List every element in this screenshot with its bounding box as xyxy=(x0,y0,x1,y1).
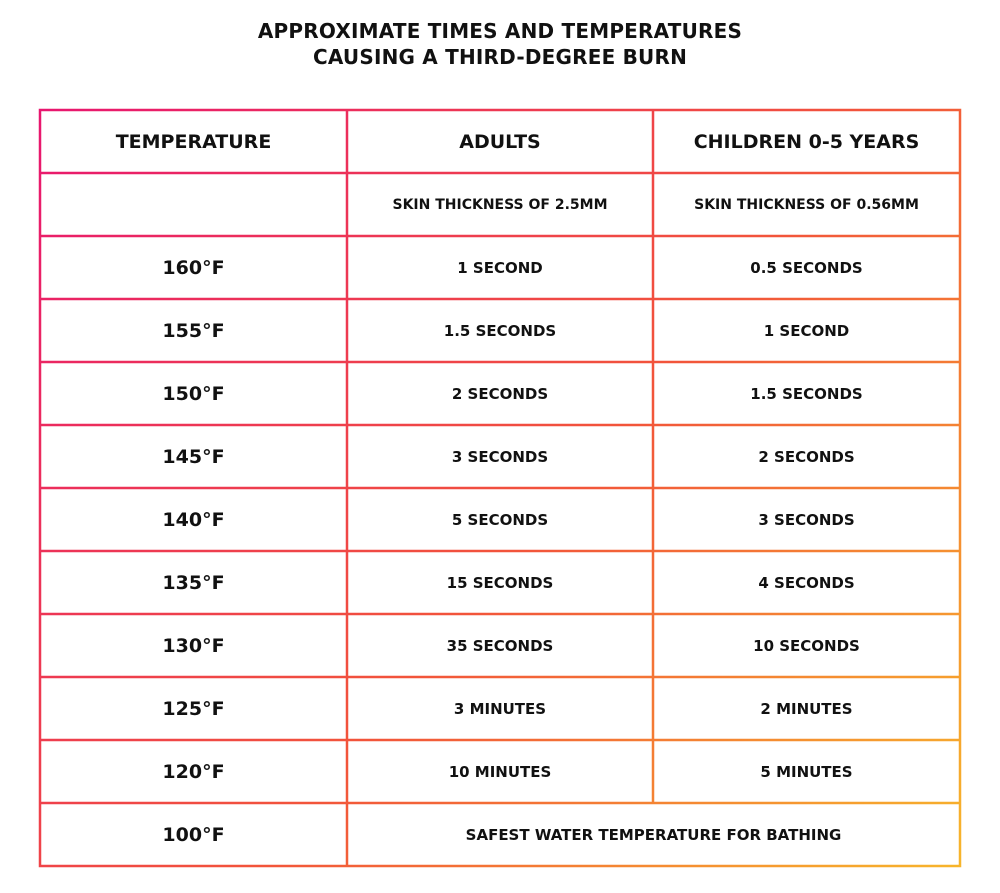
subheader-children: SKIN THICKNESS OF 0.56MM xyxy=(694,196,919,213)
adults-time-cell: 1.5 SECONDS xyxy=(443,321,557,340)
temperature-cell: 125°F xyxy=(162,697,225,720)
children-time-cell: 2 SECONDS xyxy=(758,447,855,466)
adults-time-cell: 1 SECOND xyxy=(457,258,543,277)
temperature-cell: 155°F xyxy=(162,319,225,342)
subheader-adults: SKIN THICKNESS OF 2.5MM xyxy=(392,196,608,213)
temperature-cell: 145°F xyxy=(162,445,225,468)
children-time-cell: 0.5 SECONDS xyxy=(750,258,863,277)
adults-time-cell: 2 SECONDS xyxy=(451,384,549,403)
adults-time-cell: 10 MINUTES xyxy=(448,762,552,781)
children-time-cell: 5 MINUTES xyxy=(760,762,853,781)
adults-time-cell: 3 MINUTES xyxy=(453,699,547,718)
temperature-cell: 160°F xyxy=(162,256,225,279)
children-time-cell: 1.5 SECONDS xyxy=(750,384,863,403)
title-line-1: APPROXIMATE TIMES AND TEMPERATURES xyxy=(257,19,743,43)
temperature-cell: 100°F xyxy=(162,823,225,846)
subheader-temperature xyxy=(40,173,347,236)
temperature-cell: 140°F xyxy=(162,508,225,531)
children-time-cell: 3 SECONDS xyxy=(758,510,855,529)
adults-time-cell: 3 SECONDS xyxy=(451,447,549,466)
adults-time-cell: 35 SECONDS xyxy=(446,636,554,655)
safest-temperature-note: SAFEST WATER TEMPERATURE FOR BATHING xyxy=(465,825,842,844)
adults-time-cell: 5 SECONDS xyxy=(451,510,549,529)
header-children: CHILDREN 0-5 YEARS xyxy=(693,130,920,153)
temperature-cell: 120°F xyxy=(162,760,225,783)
children-time-cell: 4 SECONDS xyxy=(758,573,855,592)
header-adults: ADULTS xyxy=(459,130,541,153)
adults-time-cell: 15 SECONDS xyxy=(446,573,554,592)
title-line-2: CAUSING A THIRD-DEGREE BURN xyxy=(312,45,688,69)
children-time-cell: 2 MINUTES xyxy=(760,699,853,718)
children-time-cell: 10 SECONDS xyxy=(753,636,860,655)
children-time-cell: 1 SECOND xyxy=(763,321,850,340)
header-temperature: TEMPERATURE xyxy=(115,130,272,153)
page-title: APPROXIMATE TIMES AND TEMPERATURES CAUSI… xyxy=(0,18,1000,70)
temperature-cell: 150°F xyxy=(162,382,225,405)
temperature-cell: 135°F xyxy=(162,571,225,594)
temperature-cell: 130°F xyxy=(162,634,225,657)
